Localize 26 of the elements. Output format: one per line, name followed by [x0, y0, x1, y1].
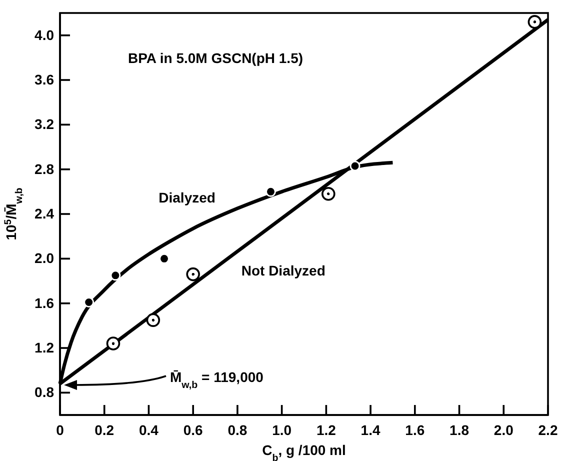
series-label: Dialyzed: [158, 189, 216, 206]
x-tick-label: 2.2: [538, 422, 558, 438]
y-tick-label: 4.0: [34, 26, 54, 43]
x-tick-label: 0: [56, 422, 64, 438]
y-tick-label: 1.2: [34, 339, 54, 356]
x-tick-label: 0.4: [138, 422, 159, 438]
x-axis-title: C$_{b}$, g /100 ml: [262, 442, 346, 461]
y-tick-label: 1.6: [34, 294, 54, 311]
x-tick-label: 1.8: [450, 422, 470, 438]
y-tick-label: 3.6: [34, 71, 54, 88]
x-tick-label: 1.6: [405, 422, 425, 438]
y-tick-label: 2.8: [34, 160, 54, 177]
x-tick-label: 2.0: [494, 422, 514, 438]
y-tick-label: 0.8: [34, 384, 54, 400]
annotation: M̄$_{w,b}$ = 119,000: [170, 369, 264, 390]
x-tick-label: 1.0: [272, 422, 292, 438]
y-tick-label: 3.2: [34, 116, 54, 132]
x-tick-label: 0.2: [94, 422, 114, 438]
y-tick-label: 2.4: [34, 205, 54, 222]
y-tick-label: 2.0: [34, 250, 54, 266]
x-tick-label: 0.6: [183, 422, 204, 438]
series-label: Not Dialyzed: [241, 262, 326, 279]
x-tick-label: 1.4: [360, 422, 380, 438]
x-tick-label: 1.2: [316, 422, 336, 438]
x-tick-label: 0.8: [228, 422, 248, 438]
annotation: BPA in 5.0M GSCN(pH 1.5): [128, 50, 304, 66]
